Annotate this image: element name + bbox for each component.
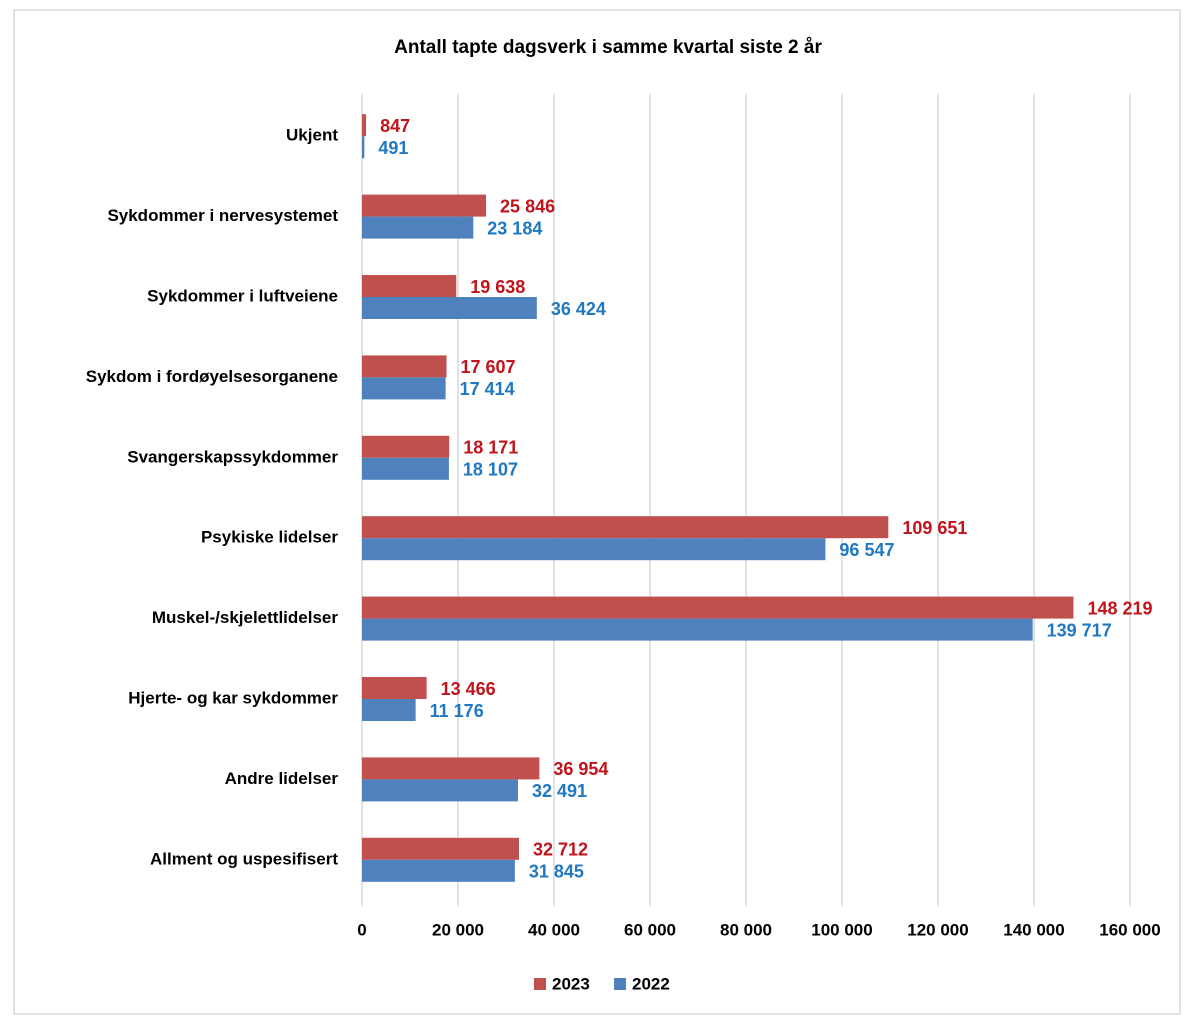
value-label: 109 651 bbox=[902, 518, 967, 538]
value-label: 13 466 bbox=[441, 679, 496, 699]
bar bbox=[362, 435, 450, 458]
x-tick-label: 120 000 bbox=[907, 920, 968, 939]
value-label: 32 491 bbox=[532, 781, 587, 801]
value-label: 847 bbox=[380, 116, 410, 136]
bar bbox=[362, 216, 474, 239]
y-tick-label: Sykdom i fordøyelsesorganene bbox=[86, 367, 338, 386]
bar bbox=[362, 516, 889, 539]
bar bbox=[362, 779, 518, 802]
bar bbox=[362, 677, 427, 699]
value-label: 36 954 bbox=[553, 759, 608, 779]
y-tick-label: Andre lidelser bbox=[225, 769, 339, 788]
x-tick-label: 140 000 bbox=[1003, 920, 1064, 939]
value-label: 18 171 bbox=[463, 438, 518, 458]
bar bbox=[362, 136, 365, 159]
bar bbox=[362, 457, 449, 480]
value-label: 148 219 bbox=[1087, 598, 1152, 618]
legend-label: 2022 bbox=[632, 974, 670, 993]
x-tick-label: 160 000 bbox=[1099, 920, 1160, 939]
bar bbox=[362, 297, 537, 319]
value-label: 32 712 bbox=[533, 840, 588, 860]
y-tick-label: Sykdommer i nervesystemet bbox=[107, 206, 338, 225]
value-label: 491 bbox=[378, 138, 408, 158]
bar bbox=[362, 538, 826, 561]
x-tick-label: 40 000 bbox=[528, 920, 580, 939]
bar bbox=[362, 114, 367, 137]
value-label: 96 547 bbox=[839, 540, 894, 560]
y-tick-label: Psykiske lidelser bbox=[201, 528, 338, 547]
x-tick-label: 100 000 bbox=[811, 920, 872, 939]
value-label: 17 607 bbox=[461, 357, 516, 377]
value-label: 11 176 bbox=[430, 701, 484, 721]
y-tick-label: Hjerte- og kar sykdommer bbox=[128, 688, 338, 707]
value-label: 23 184 bbox=[487, 218, 542, 238]
bar bbox=[362, 618, 1033, 641]
value-label: 18 107 bbox=[463, 460, 518, 480]
legend-swatch bbox=[614, 978, 626, 990]
y-tick-label: Ukjent bbox=[286, 126, 338, 145]
y-tick-label: Svangerskapssykdommer bbox=[127, 447, 338, 466]
legend-label: 2023 bbox=[552, 974, 590, 993]
value-label: 17 414 bbox=[460, 379, 515, 399]
bar bbox=[362, 355, 447, 378]
value-label: 31 845 bbox=[529, 862, 584, 882]
bar bbox=[362, 837, 520, 860]
bar bbox=[362, 377, 446, 400]
x-tick-label: 60 000 bbox=[624, 920, 676, 939]
bar bbox=[362, 699, 416, 721]
value-label: 139 717 bbox=[1047, 620, 1112, 640]
bar bbox=[362, 596, 1074, 619]
y-tick-label: Sykdommer i luftveiene bbox=[147, 286, 338, 305]
value-label: 36 424 bbox=[551, 299, 606, 319]
bar bbox=[362, 757, 540, 780]
bar bbox=[362, 859, 515, 882]
bar bbox=[362, 275, 457, 297]
y-tick-label: Muskel-/skjelettlidelser bbox=[152, 608, 339, 627]
chart-title: Antall tapte dagsverk i samme kvartal si… bbox=[394, 37, 822, 58]
chart-frame bbox=[13, 9, 1181, 1015]
legend-swatch bbox=[534, 978, 546, 990]
y-tick-label: Allment og uspesifisert bbox=[150, 849, 338, 868]
x-tick-label: 0 bbox=[357, 920, 366, 939]
x-tick-label: 20 000 bbox=[432, 920, 484, 939]
value-label: 25 846 bbox=[500, 196, 555, 216]
bar bbox=[362, 194, 487, 217]
value-label: 19 638 bbox=[470, 277, 525, 297]
x-tick-label: 80 000 bbox=[720, 920, 772, 939]
